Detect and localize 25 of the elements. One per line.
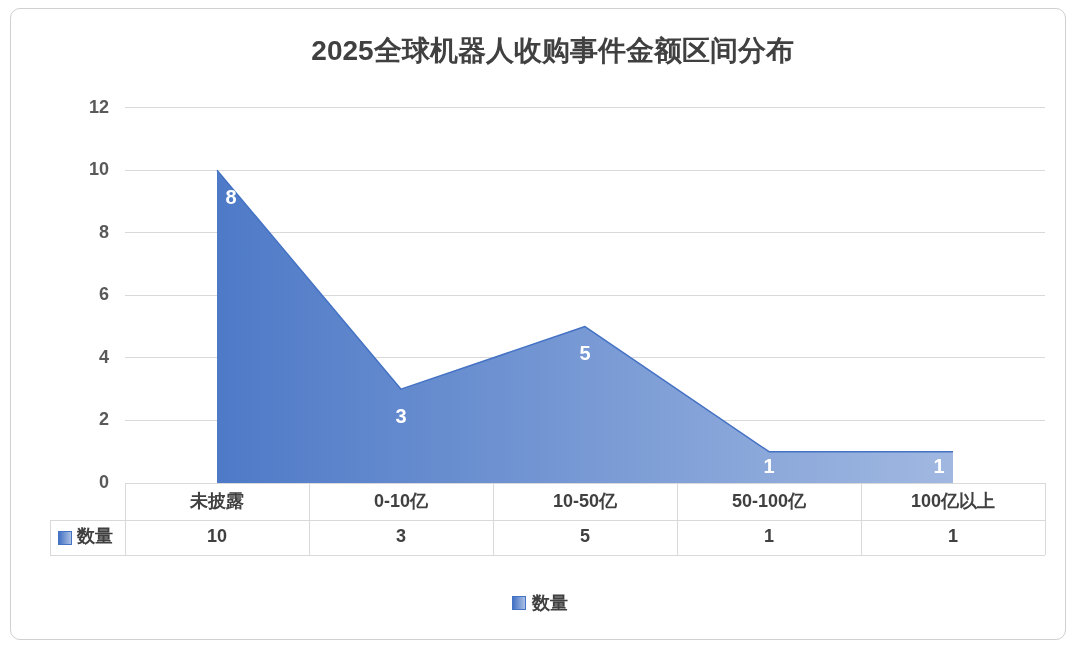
text: 数量 — [77, 526, 113, 547]
x-tick-label: 10-50亿 — [552, 490, 619, 511]
y-tick-label: 0 — [98, 471, 109, 492]
annotation: 8 — [225, 185, 237, 208]
y-tick-label: 4 — [98, 346, 109, 367]
x-tick-label: 0-10亿 — [373, 490, 430, 511]
y-tick-label: 8 — [98, 221, 109, 242]
annotation: 1 — [933, 454, 945, 477]
x-tick-label: 100亿以上 — [910, 490, 996, 511]
data-label: 3 — [395, 526, 407, 547]
data-label: 5 — [579, 526, 591, 547]
legend-label: 数量 — [532, 591, 568, 615]
y-tick-label: 6 — [98, 284, 109, 305]
data-label: 1 — [763, 526, 775, 547]
y-tick-label: 10 — [88, 159, 109, 180]
data-label: 1 — [947, 526, 959, 547]
chart-title: 2025全球机器人收购事件金额区间分布 — [311, 34, 794, 66]
y-tick-label: 2 — [98, 409, 109, 430]
x-tick-label: 未披露 — [189, 490, 244, 511]
annotation: 3 — [395, 404, 407, 427]
annotation: 5 — [579, 342, 591, 365]
y-tick-label: 12 — [88, 96, 109, 117]
annotation: 1 — [763, 454, 775, 477]
x-tick-label: 50-100亿 — [731, 490, 808, 511]
data-label: 10 — [206, 526, 228, 547]
